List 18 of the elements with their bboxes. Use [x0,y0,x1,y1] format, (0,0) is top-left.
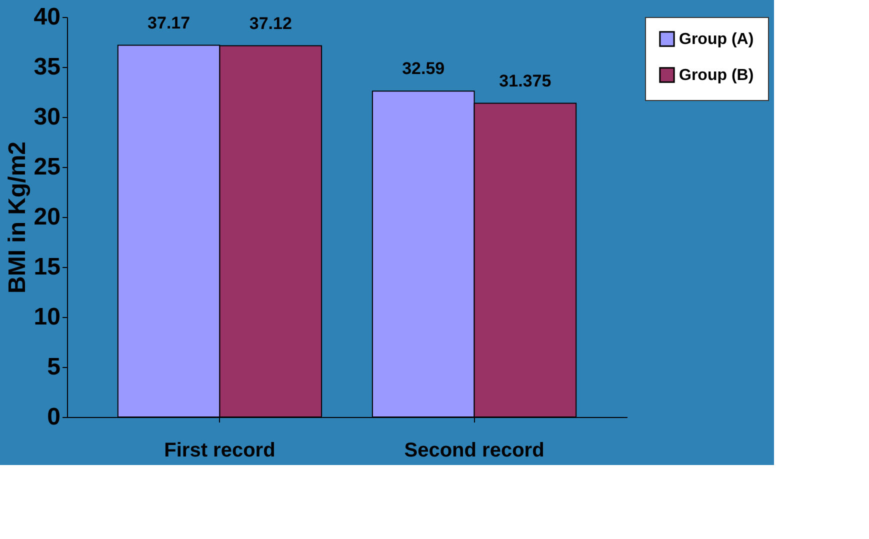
y-tick-label: 0 [47,404,60,430]
y-axis-title: BMI in Kg/m2 [4,141,31,294]
legend-label: Group (B) [679,67,754,84]
data-label: 31.375 [499,71,552,90]
y-tick-label: 25 [34,154,60,180]
y-tick-label: 15 [34,254,60,280]
legend-label: Group (A) [679,31,754,48]
x-tick-label: Second record [404,440,544,462]
y-tick-label: 10 [34,304,60,330]
data-label: 32.59 [402,59,445,78]
y-tick-label: 40 [34,4,60,30]
data-label: 37.17 [148,13,190,32]
data-label: 37.12 [249,14,292,33]
y-tick-label: 5 [47,354,60,380]
x-tick-label: First record [164,440,276,462]
y-tick-label: 20 [34,204,60,230]
y-tick-label: 30 [34,104,60,130]
y-tick-label: 35 [34,54,60,80]
